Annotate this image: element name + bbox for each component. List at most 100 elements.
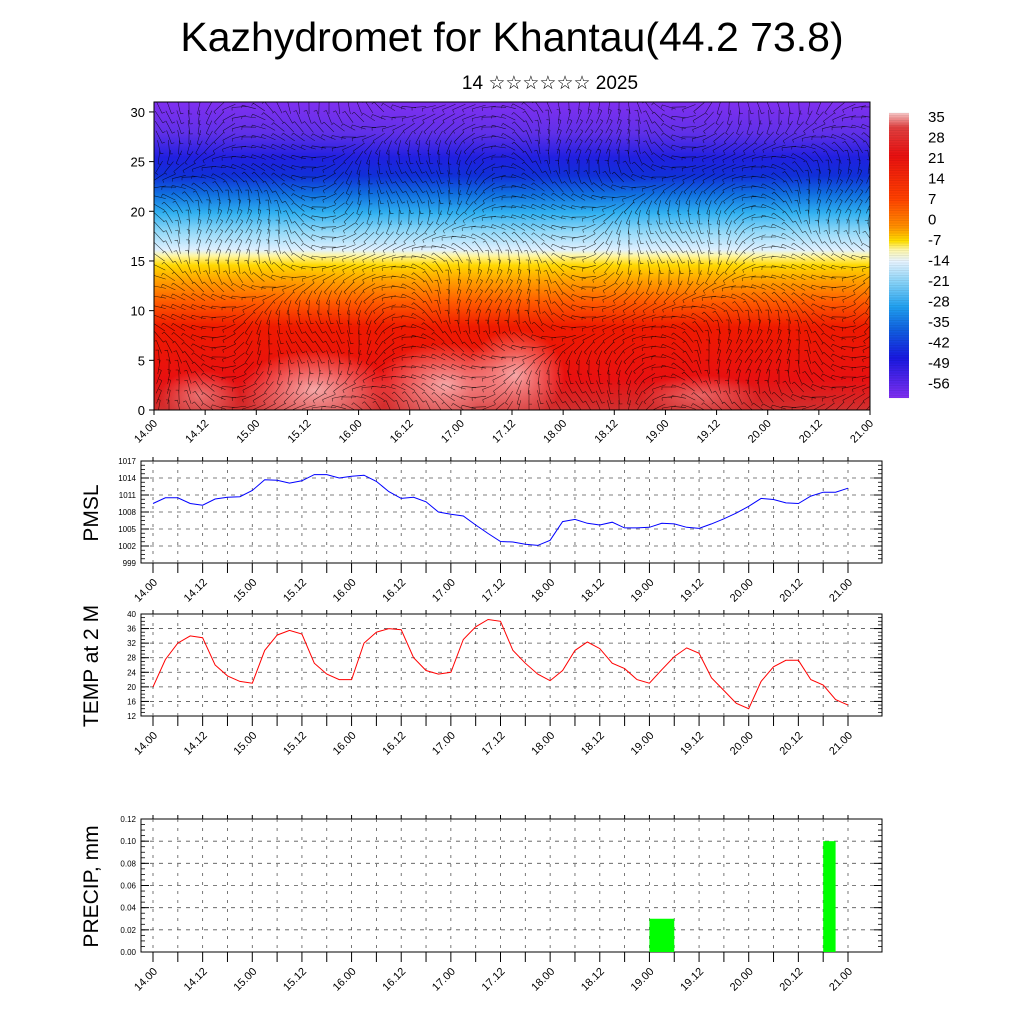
x-tick-label: 17.00 — [430, 966, 458, 994]
y-tick-label: 40 — [127, 610, 136, 619]
x-tick-label: 15.12 — [286, 418, 314, 446]
colorbar-label: 0 — [928, 212, 936, 229]
x-tick-label: 18.12 — [579, 730, 607, 758]
pmsl-panel: 999 1002 1005 1008 1011 1014 1017 14.00 14.12 15.… — [80, 457, 883, 605]
x-tick-label: 19.00 — [644, 418, 672, 446]
temp-panel: 12 16 20 24 28 32 36 40 14.00 14.12 15.00 15.12 16.0… — [80, 605, 883, 758]
y-tick-label: 1002 — [118, 542, 136, 551]
x-tick-label: 20.12 — [778, 966, 806, 994]
y-tick-label: 36 — [127, 625, 136, 634]
y-tick-label: 1017 — [118, 457, 136, 466]
precip-bar — [823, 841, 836, 952]
x-tick-label: 14.00 — [132, 730, 160, 758]
x-tick-label: 18.00 — [529, 577, 557, 605]
x-tick-label: 20.00 — [728, 730, 756, 758]
x-tick-label: 20.00 — [728, 966, 756, 994]
y-tick-label: 28 — [127, 654, 136, 663]
cross-section-x-axis: 14.00 14.12 15.00 15.12 16.00 16.12 17.00 17.12… — [132, 410, 876, 446]
x-tick-label: 17.00 — [430, 577, 458, 605]
colorbar-bands — [889, 112, 909, 399]
temp-series-line — [152, 618, 849, 710]
y-axis-title: PMSL — [80, 484, 103, 541]
y-tick-label: 0 — [138, 403, 145, 418]
colorbar-label: -35 — [928, 314, 950, 331]
pmsl-series-line — [152, 474, 849, 546]
x-tick-label: 14.00 — [132, 577, 160, 605]
x-tick-label: 17.00 — [439, 418, 467, 446]
x-tick-label: 15.00 — [231, 577, 259, 605]
x-tick-label: 21.00 — [827, 577, 855, 605]
colorbar-label: -28 — [928, 294, 950, 311]
x-tick-label: 14.12 — [182, 577, 210, 605]
cross-section-y-axis: 0 5 10 15 20 25 30 — [131, 105, 154, 418]
x-tick-label: 15.00 — [231, 730, 259, 758]
x-tick-label: 18.12 — [579, 577, 607, 605]
x-tick-label: 15.12 — [281, 730, 309, 758]
x-tick-label: 19.12 — [678, 966, 706, 994]
y-tick-label: 1008 — [118, 508, 136, 517]
colorbar-label: -49 — [928, 355, 950, 372]
colorbar: 35 28 21 14 7 0 -7 -14 -21 -28 -35 -42 -49 -56 — [889, 109, 950, 399]
y-tick-label: 20 — [131, 204, 145, 219]
x-tick-label: 14.00 — [132, 966, 160, 994]
x-tick-label: 15.00 — [231, 966, 259, 994]
colorbar-label: -7 — [928, 232, 941, 249]
y-tick-label: 30 — [131, 105, 145, 120]
chart-subtitle: 14 ☆☆☆☆☆☆ 2025 — [461, 73, 639, 94]
cross-section-panel: 0 5 10 15 20 25 30 14.00 14.12 15.00 15.12 16.00 16… — [131, 101, 876, 446]
y-tick-label: 32 — [127, 639, 136, 648]
y-tick-label: 0.06 — [120, 882, 136, 891]
x-tick-label: 16.12 — [380, 966, 408, 994]
y-tick-label: 10 — [131, 304, 145, 319]
y-tick-label: 20 — [127, 683, 136, 692]
x-tick-label: 21.00 — [848, 418, 876, 446]
y-tick-label: 12 — [127, 712, 136, 721]
x-tick-label: 20.12 — [778, 577, 806, 605]
x-tick-label: 16.00 — [331, 730, 359, 758]
x-tick-label: 15.00 — [234, 418, 262, 446]
y-tick-label: 1014 — [118, 474, 136, 483]
x-tick-label: 14.12 — [182, 966, 210, 994]
colorbar-label: 28 — [928, 130, 945, 147]
y-tick-label: 0.04 — [120, 904, 136, 913]
x-tick-label: 15.12 — [281, 966, 309, 994]
colorbar-label: -42 — [928, 335, 950, 352]
x-tick-label: 19.12 — [695, 418, 723, 446]
x-tick-label: 19.12 — [678, 577, 706, 605]
colorbar-label: -56 — [928, 376, 950, 393]
chart-title: Kazhydromet for Khantau(44.2 73.8) — [180, 14, 844, 60]
x-tick-label: 14.00 — [132, 418, 160, 446]
plot-frame — [140, 613, 883, 717]
y-tick-label: 1011 — [119, 491, 137, 500]
x-tick-label: 16.12 — [380, 730, 408, 758]
colorbar-label: -21 — [928, 273, 950, 290]
y-tick-label: 5 — [138, 353, 145, 368]
y-tick-label: 0.02 — [120, 926, 136, 935]
wind-barbs — [154, 102, 870, 410]
y-tick-label: 1005 — [118, 525, 136, 534]
x-tick-label: 16.12 — [380, 577, 408, 605]
x-tick-label: 17.12 — [480, 577, 508, 605]
x-tick-label: 20.12 — [797, 418, 825, 446]
y-tick-label: 0.12 — [120, 815, 136, 824]
x-tick-label: 14.12 — [183, 418, 211, 446]
x-tick-label: 20.12 — [778, 730, 806, 758]
y-tick-label: 25 — [131, 155, 145, 170]
x-tick-label: 14.12 — [182, 730, 210, 758]
x-tick-label: 15.12 — [281, 577, 309, 605]
y-tick-label: 0.10 — [120, 837, 136, 846]
x-tick-label: 16.00 — [331, 577, 359, 605]
colorbar-fill — [889, 113, 909, 398]
colorbar-labels: 35 28 21 14 7 0 -7 -14 -21 -28 -35 -42 -49 -56 — [928, 109, 950, 393]
y-tick-label: 16 — [127, 697, 136, 706]
x-tick-label: 19.12 — [678, 730, 706, 758]
y-tick-label: 24 — [127, 668, 136, 677]
wind-barb-field — [154, 102, 870, 410]
colorbar-label: 35 — [928, 109, 945, 126]
colorbar-label: 14 — [928, 171, 945, 188]
x-tick-label: 16.00 — [331, 966, 359, 994]
precip-bar — [649, 918, 675, 952]
x-tick-label: 16.12 — [388, 418, 416, 446]
x-tick-label: 17.12 — [480, 966, 508, 994]
